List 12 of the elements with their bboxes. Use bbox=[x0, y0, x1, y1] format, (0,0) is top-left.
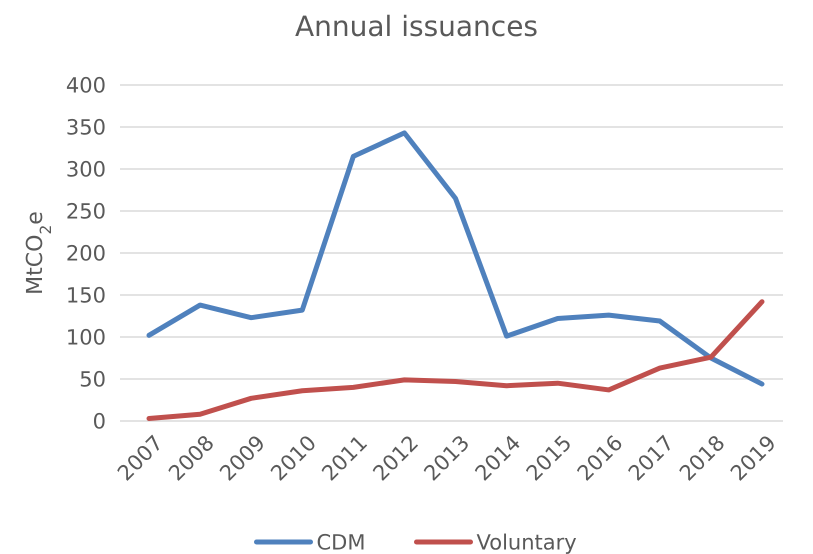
y-tick-label: 350 bbox=[66, 115, 106, 140]
y-tick-label: 400 bbox=[66, 73, 106, 98]
y-tick-label: 150 bbox=[66, 283, 106, 308]
y-tick-label: 250 bbox=[66, 199, 106, 224]
y-tick-label: 50 bbox=[79, 367, 106, 392]
y-tick-label: 100 bbox=[66, 325, 106, 350]
legend-label: CDM bbox=[316, 530, 366, 554]
y-tick-label: 0 bbox=[92, 409, 106, 434]
y-tick-label: 200 bbox=[66, 241, 106, 266]
chart-title: Annual issuances bbox=[294, 10, 538, 43]
y-tick-label: 300 bbox=[66, 157, 106, 182]
legend-label: Voluntary bbox=[476, 530, 577, 554]
